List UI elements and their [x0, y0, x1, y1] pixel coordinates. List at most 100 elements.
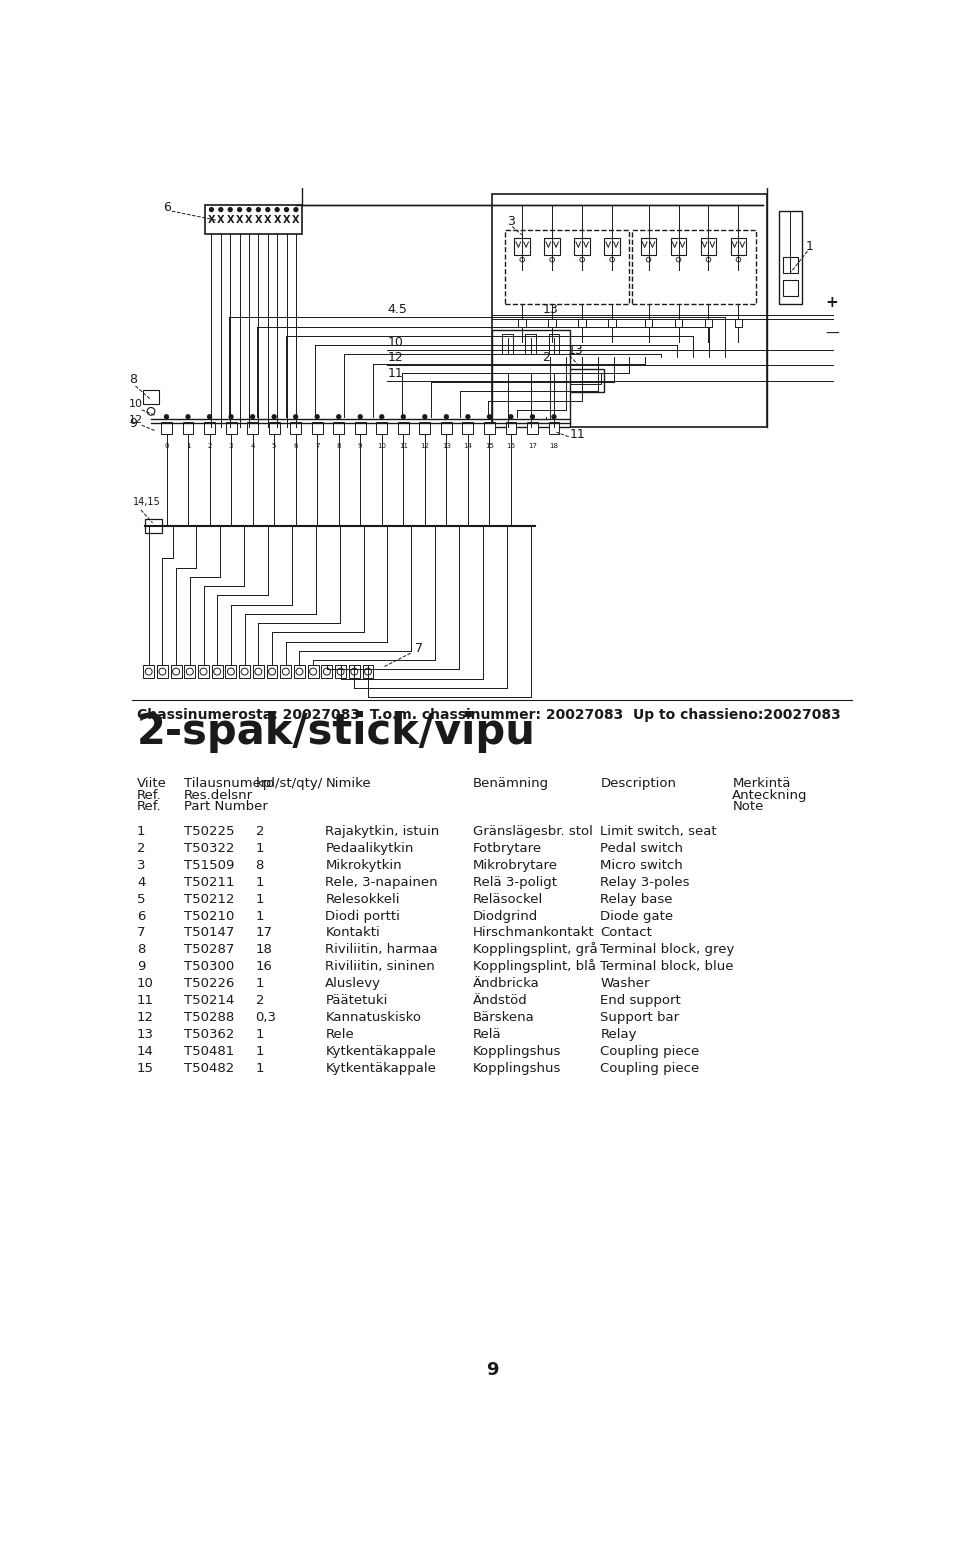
Text: 2: 2: [137, 841, 146, 854]
Text: Ref.: Ref.: [137, 788, 161, 802]
Text: 1: 1: [186, 442, 190, 448]
Bar: [731, 238, 746, 255]
Text: Diodi portti: Diodi portti: [325, 909, 400, 923]
Circle shape: [247, 208, 251, 212]
Text: 3: 3: [228, 442, 233, 448]
Text: 1: 1: [137, 824, 146, 838]
Text: 8: 8: [137, 943, 145, 956]
Text: 8: 8: [336, 442, 341, 448]
Text: Coupling piece: Coupling piece: [601, 1062, 700, 1075]
Text: 10: 10: [137, 978, 154, 990]
Circle shape: [251, 415, 254, 418]
Text: 1: 1: [255, 841, 264, 854]
Circle shape: [580, 257, 585, 262]
Text: 1: 1: [255, 1045, 264, 1058]
Text: Kannatuskisko: Kannatuskisko: [325, 1011, 421, 1025]
Circle shape: [736, 257, 741, 262]
Bar: [527, 422, 538, 434]
Circle shape: [646, 257, 651, 262]
Text: 10: 10: [388, 335, 403, 349]
Bar: [548, 320, 556, 326]
Text: 1: 1: [255, 1062, 264, 1075]
Text: T50214: T50214: [183, 993, 234, 1008]
Text: 6: 6: [162, 201, 171, 215]
Text: Relä 3-poligt: Relä 3-poligt: [472, 876, 557, 888]
Text: 2: 2: [255, 824, 264, 838]
Text: Kytkentäkappale: Kytkentäkappale: [325, 1062, 436, 1075]
Bar: [701, 238, 716, 255]
Bar: [161, 422, 172, 434]
Text: 4: 4: [251, 442, 254, 448]
Text: 1: 1: [255, 978, 264, 990]
Text: Diodgrind: Diodgrind: [472, 909, 538, 923]
Circle shape: [552, 415, 556, 418]
Text: X: X: [207, 215, 215, 226]
Text: X: X: [227, 215, 234, 226]
Text: 10: 10: [130, 400, 143, 409]
Circle shape: [509, 415, 513, 418]
Text: End support: End support: [601, 993, 682, 1008]
Text: 5: 5: [272, 442, 276, 448]
Text: 14: 14: [137, 1045, 154, 1058]
Text: 7: 7: [137, 926, 146, 940]
Circle shape: [173, 668, 180, 675]
Circle shape: [207, 415, 211, 418]
Text: Note: Note: [732, 801, 763, 813]
Text: 5: 5: [137, 893, 146, 906]
Circle shape: [214, 668, 221, 675]
Circle shape: [350, 668, 358, 675]
Bar: [355, 422, 366, 434]
Circle shape: [296, 668, 303, 675]
Circle shape: [324, 668, 330, 675]
Circle shape: [676, 257, 681, 262]
Text: 1: 1: [255, 876, 264, 888]
Bar: [198, 666, 209, 679]
Bar: [671, 238, 686, 255]
Bar: [518, 320, 526, 326]
Circle shape: [358, 415, 362, 418]
Bar: [506, 422, 516, 434]
Text: 12: 12: [130, 415, 143, 425]
Text: Rajakytkin, istuin: Rajakytkin, istuin: [325, 824, 440, 838]
Text: 14: 14: [464, 442, 472, 448]
Text: Contact: Contact: [601, 926, 653, 940]
Circle shape: [520, 257, 524, 262]
Text: kpl/st/qty/: kpl/st/qty/: [255, 777, 323, 790]
Text: Tilausnumero: Tilausnumero: [183, 777, 274, 790]
Bar: [143, 390, 158, 404]
Text: X: X: [264, 215, 272, 226]
Bar: [675, 320, 683, 326]
Text: 1: 1: [255, 1028, 264, 1040]
Bar: [578, 320, 586, 326]
Text: 9: 9: [137, 961, 145, 973]
Text: 11: 11: [569, 428, 586, 442]
Text: X: X: [236, 215, 243, 226]
Text: 2-spak/stick/vipu: 2-spak/stick/vipu: [137, 711, 536, 754]
Bar: [484, 422, 494, 434]
Bar: [641, 238, 657, 255]
Text: Support bar: Support bar: [601, 1011, 680, 1025]
Circle shape: [550, 257, 555, 262]
Text: Rele: Rele: [325, 1028, 354, 1040]
Text: 1: 1: [255, 909, 264, 923]
Circle shape: [423, 415, 427, 418]
Bar: [705, 320, 712, 326]
Circle shape: [284, 208, 288, 212]
Text: 16: 16: [507, 442, 516, 448]
Text: 15: 15: [485, 442, 493, 448]
Text: 1: 1: [805, 240, 814, 252]
Circle shape: [159, 668, 166, 675]
Circle shape: [282, 668, 289, 675]
Text: Relay base: Relay base: [601, 893, 673, 906]
Bar: [294, 666, 305, 679]
Text: Kontakti: Kontakti: [325, 926, 380, 940]
Circle shape: [444, 415, 448, 418]
Text: 3: 3: [508, 215, 516, 229]
Text: Description: Description: [601, 777, 677, 790]
Text: 11: 11: [137, 993, 154, 1008]
Text: 11: 11: [398, 442, 408, 448]
Text: Limit switch, seat: Limit switch, seat: [601, 824, 717, 838]
Circle shape: [241, 668, 248, 675]
Text: Relay: Relay: [601, 1028, 637, 1040]
Text: Anteckning: Anteckning: [732, 788, 807, 802]
